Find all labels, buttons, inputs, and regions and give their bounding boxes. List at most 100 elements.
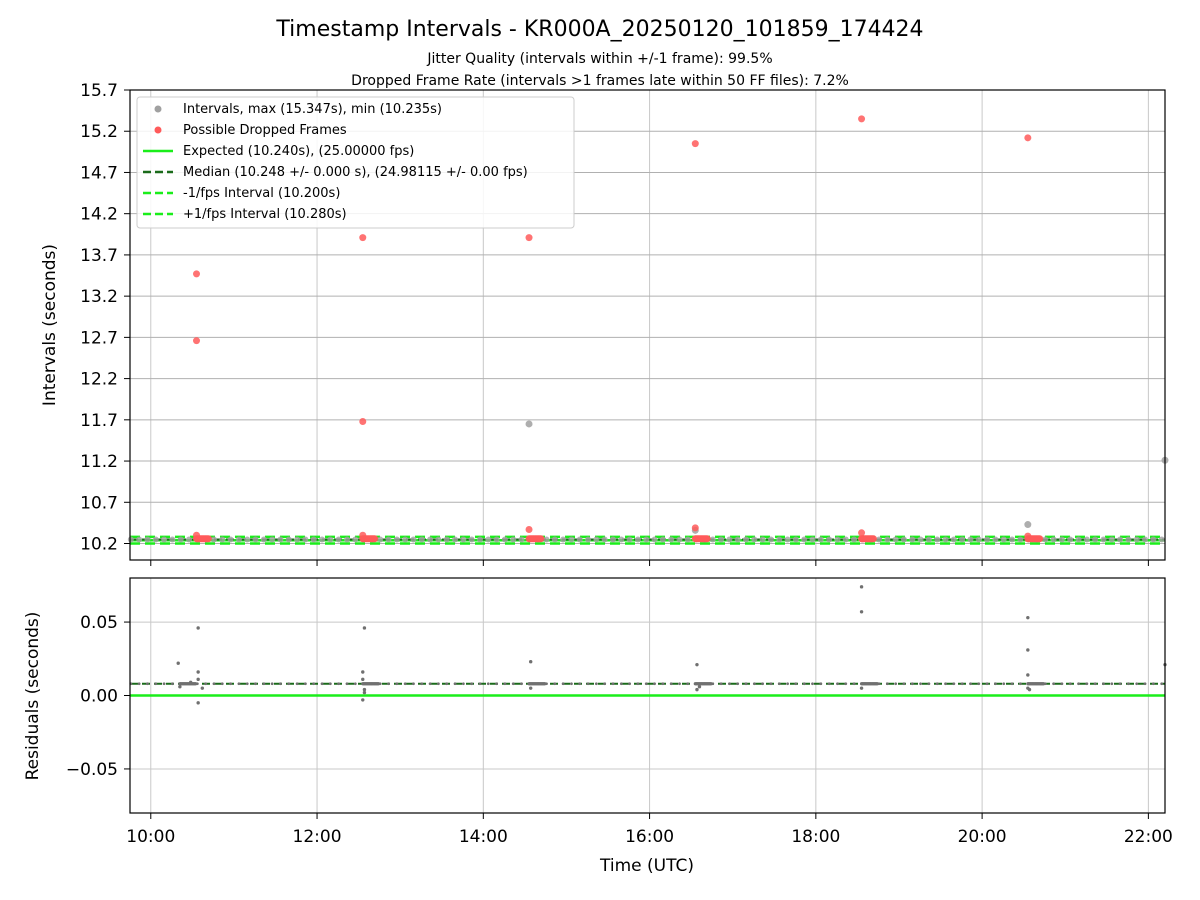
residual-point	[387, 682, 390, 686]
residual-point	[520, 682, 523, 686]
interval-point	[310, 536, 317, 543]
residual-point	[1026, 673, 1030, 677]
interval-point	[900, 536, 907, 543]
interval-point	[551, 536, 558, 543]
interval-point	[269, 536, 276, 543]
residual-point	[154, 682, 158, 686]
residual-point	[196, 677, 200, 682]
residual-point	[553, 682, 557, 686]
residual-point	[852, 682, 856, 686]
residual-point	[927, 682, 931, 686]
interval-point	[743, 536, 750, 543]
interval-point	[809, 536, 816, 543]
residual-point	[719, 682, 723, 686]
interval-point	[626, 536, 633, 543]
residual-point	[270, 682, 274, 686]
interval-point	[1067, 536, 1074, 543]
interval-point	[676, 536, 683, 543]
residual-point	[337, 682, 341, 686]
top-y-tick-label: 12.7	[80, 328, 118, 348]
top-points	[127, 115, 1169, 543]
legend-label-expected: Expected (10.240s), (25.00000 fps)	[183, 144, 414, 159]
residual-point	[1135, 682, 1139, 686]
residual-point	[794, 682, 798, 686]
residual-point	[437, 682, 440, 686]
residual-point	[586, 682, 590, 686]
residual-point	[287, 682, 291, 686]
residual-point	[802, 682, 806, 686]
interval-point	[260, 536, 267, 543]
interval-point	[718, 536, 725, 543]
interval-point	[136, 536, 143, 543]
residual-point	[636, 682, 640, 686]
interval-point	[352, 536, 359, 543]
residual-point	[653, 682, 656, 686]
interval-point	[709, 536, 716, 543]
chart-subtitle-jitter: Jitter Quality (intervals within +/-1 fr…	[426, 51, 772, 67]
interval-point	[452, 536, 459, 543]
interval-point	[826, 536, 833, 543]
interval-point	[402, 536, 409, 543]
interval-point	[525, 420, 533, 428]
legend-marker-intervals	[154, 105, 162, 113]
interval-point	[776, 536, 783, 543]
interval-point	[1009, 536, 1016, 543]
top-y-axis-label: Intervals (seconds)	[40, 244, 60, 406]
legend-label-minus: -1/fps Interval (10.200s)	[183, 186, 340, 201]
interval-point	[684, 536, 691, 543]
interval-point	[659, 536, 666, 543]
residual-point	[819, 682, 823, 686]
residual-point	[902, 682, 906, 686]
chart-subtitle-dropped: Dropped Frame Rate (intervals >1 frames …	[351, 73, 849, 89]
interval-point	[784, 536, 791, 543]
interval-point	[593, 536, 600, 543]
top-y-tick-label: 10.7	[80, 493, 118, 513]
interval-point	[767, 536, 774, 543]
bottom-y-tick-label: 0.05	[80, 613, 118, 633]
residual-point	[935, 682, 939, 686]
residual-point	[470, 682, 474, 686]
interval-point	[643, 536, 650, 543]
residual-point	[478, 682, 482, 686]
residual-point	[885, 682, 889, 686]
dropped-frame-point	[869, 535, 877, 543]
interval-point	[942, 536, 949, 543]
legend-box	[136, 96, 575, 229]
interval-point	[892, 536, 899, 543]
residual-point	[254, 682, 257, 686]
residual-point	[744, 682, 748, 686]
residual-point	[661, 682, 665, 686]
residual-point	[594, 682, 598, 686]
interval-point	[485, 536, 492, 543]
x-axis-label: Time (UTC)	[599, 856, 694, 876]
residual-point	[644, 682, 648, 686]
residual-point	[137, 682, 141, 686]
interval-point	[1075, 536, 1082, 543]
interval-point	[601, 536, 608, 543]
residual-point	[176, 661, 180, 665]
interval-point	[610, 536, 616, 543]
residual-point	[1026, 648, 1030, 652]
residual-point	[212, 682, 216, 686]
residual-point	[395, 682, 399, 686]
dropped-frame-point	[691, 524, 699, 532]
residual-point	[196, 626, 200, 630]
residual-point	[709, 682, 713, 686]
residual-point	[528, 686, 533, 690]
residual-point	[1026, 615, 1030, 620]
residual-point	[503, 682, 507, 686]
residual-point	[611, 682, 615, 686]
residual-point	[362, 626, 367, 630]
residual-point	[919, 682, 922, 686]
residual-point	[204, 682, 208, 686]
residual-point	[495, 682, 499, 686]
residual-point	[1002, 682, 1006, 686]
top-y-tick-label: 14.7	[80, 163, 118, 183]
interval-point	[418, 536, 425, 543]
legend-marker-dropped	[154, 126, 162, 134]
residual-point	[859, 686, 864, 690]
legend-label-median: Median (10.248 +/- 0.000 s), (24.98115 +…	[183, 165, 528, 180]
x-tick-label: 18:00	[791, 827, 840, 847]
residual-point	[769, 682, 773, 686]
